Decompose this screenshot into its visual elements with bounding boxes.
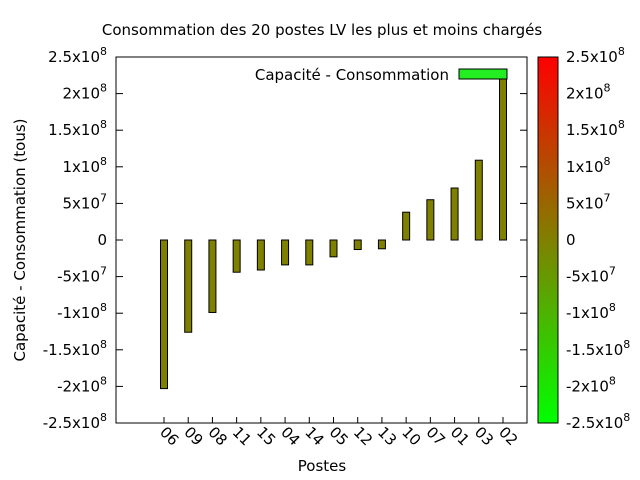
legend: Capacité - Consommation: [255, 66, 508, 84]
bar-07: [426, 199, 435, 241]
colorbar-tick-label: 5x107: [566, 191, 611, 212]
y-tick-label: -1.5x108: [43, 338, 107, 359]
colorbar-tick-label: -2.5x108: [566, 411, 630, 432]
y-tick-label: 2x108: [62, 82, 107, 103]
bar-10: [402, 211, 411, 241]
bar-05: [329, 239, 338, 258]
x-tick-label: 12: [350, 423, 376, 449]
bars: [160, 76, 507, 423]
colorbar-tick-labels: 2.5x108 2x108 1.5x108 1x108 5x107 0 -5x107 -1x1…: [566, 45, 630, 432]
x-tick-label: 02: [495, 423, 521, 449]
bar-13: [377, 239, 386, 250]
x-axis-label: Postes: [298, 457, 347, 475]
x-tick-label: 01: [447, 423, 473, 449]
x-tick-label: 14: [301, 423, 327, 449]
y-tick-label: 5x107: [62, 191, 107, 212]
colorbar-tick-label: 2x108: [566, 82, 611, 103]
chart-title: Consommation des 20 postes LV les plus e…: [102, 21, 542, 39]
colorbar-tick-label: -1x108: [566, 301, 616, 322]
x-tick-label: 15: [253, 423, 279, 449]
y-tick-label: 1x108: [62, 155, 107, 176]
x-tick-label: 11: [229, 423, 255, 449]
y-tick-label: 0: [97, 231, 107, 249]
colorbar-tick-label: -1.5x108: [566, 338, 630, 359]
y-tick-label: -2.5x108: [43, 411, 107, 432]
y-tick-label: 2.5x108: [48, 45, 107, 66]
bar-06: [160, 239, 168, 390]
x-tick-label: 08: [205, 423, 231, 449]
y-tick-label: -5x107: [57, 265, 107, 286]
bar-14: [305, 239, 314, 266]
plot-frame: [115, 56, 528, 424]
colorbar-tick-label: 1.5x108: [566, 118, 625, 139]
bar-12: [353, 239, 362, 251]
legend-label: Capacité - Consommation: [255, 66, 449, 84]
y-axis-label: Capacité - Consommation (tous): [11, 118, 29, 361]
bar-04: [281, 239, 290, 266]
colorbar-tick-label: 1x108: [566, 155, 611, 176]
x-tick-label: 09: [180, 423, 206, 449]
bar-11: [232, 239, 241, 273]
colorbar-tick-label: 0: [566, 231, 576, 249]
y-tick-label: -2x108: [57, 374, 107, 395]
bar-09: [184, 239, 193, 333]
x-tick-label: 07: [423, 423, 449, 449]
legend-swatch: [458, 68, 508, 80]
y-tick-labels: 2.5x108 2x108 1.5x108 1x108 5x107 0 -5x107 -1x1…: [43, 45, 107, 432]
colorbar-tick-label: -5x107: [566, 265, 616, 286]
bar-02: [499, 76, 507, 241]
x-tick-label: 10: [398, 423, 424, 449]
colorbar: [537, 56, 559, 424]
colorbar-tick-label: 2.5x108: [566, 45, 625, 66]
bar-08: [208, 239, 217, 313]
x-tick-label: 04: [277, 423, 303, 449]
x-tick-label: 13: [374, 423, 400, 449]
bar-03: [474, 159, 483, 241]
bar-01: [450, 187, 459, 241]
bar-15: [256, 239, 265, 271]
y-tick-label: -1x108: [57, 301, 107, 322]
x-tick-label: 03: [471, 423, 497, 449]
y-tick-label: 1.5x108: [48, 118, 107, 139]
x-tick-label: 06: [156, 423, 182, 449]
colorbar-tick-label: -2x108: [566, 374, 616, 395]
x-tick-label: 05: [326, 423, 352, 449]
